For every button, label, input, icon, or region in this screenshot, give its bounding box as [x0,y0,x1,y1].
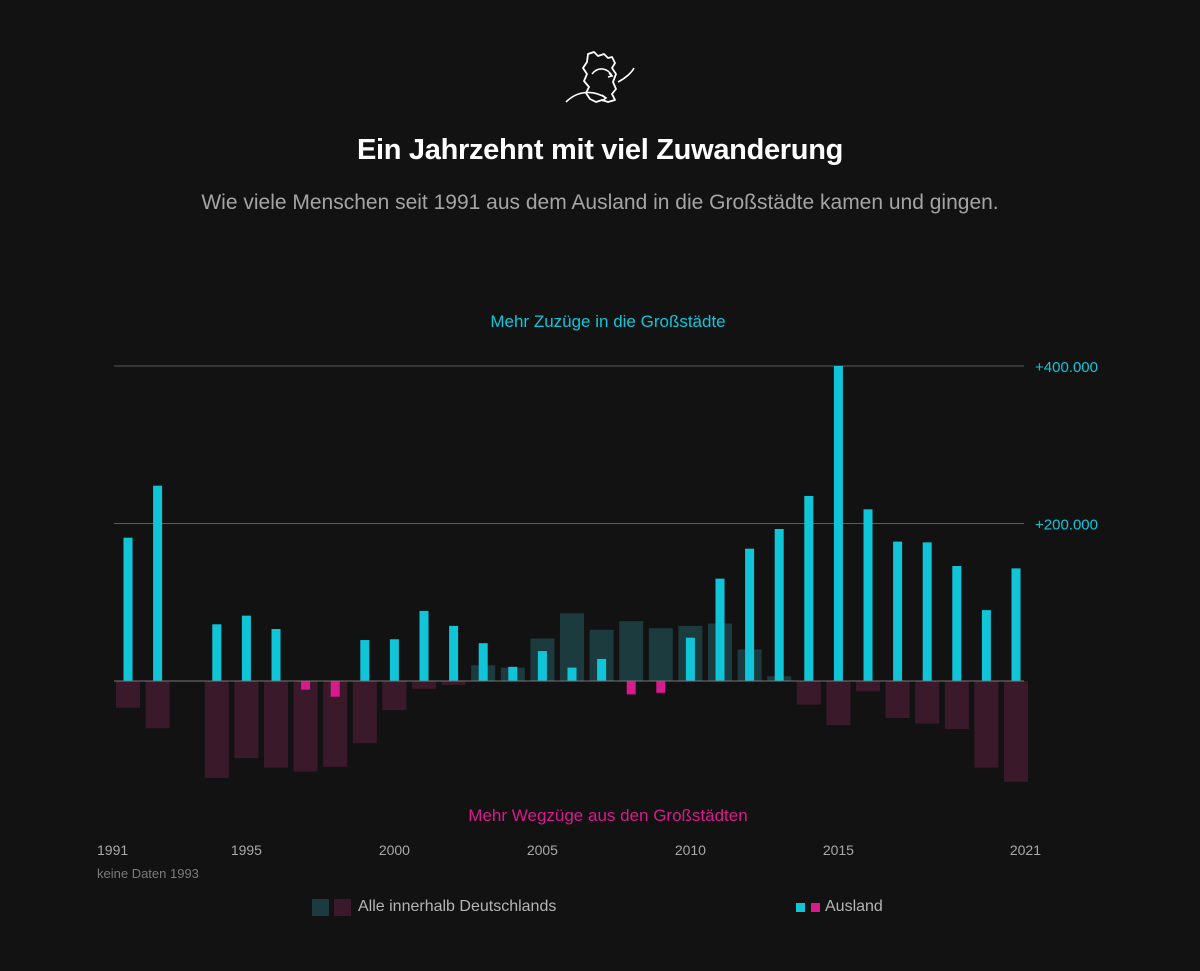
bar-domestic-2009 [648,628,673,681]
label-more-inflows: Mehr Zuzüge in die Großstädte [490,312,725,331]
bar-ausland-2004 [508,666,518,681]
bar-domestic-2000 [382,681,407,711]
note-missing-data: keine Daten 1993 [97,866,199,881]
bar-ausland-1994 [212,624,222,681]
bar-ausland-2017 [893,541,903,681]
x-tick-label: 2021 [1010,842,1041,858]
bar-ausland-1995 [241,615,251,681]
bar-ausland-1999 [360,640,370,681]
label-more-outflows: Mehr Wegzüge aus den Großstädten [468,806,747,825]
bar-ausland-2020 [981,610,991,681]
bar-ausland-2007 [597,658,607,681]
legend-domestic: Alle innerhalb Deutschlands [312,896,556,918]
bar-ausland-2016 [863,509,873,681]
bar-domestic-2002 [441,681,466,685]
x-tick-label: 2015 [823,842,854,858]
x-tick-label: 1991 [97,842,128,858]
y-tick-label: +400.000 [1035,359,1098,376]
legend-ausland: Ausland [796,896,883,918]
bar-domestic-2016 [856,681,880,692]
bar-chart: +200.000 +400.000 Mehr Zuzüge in die Großs… [97,312,1098,881]
bar-domestic-2015 [826,681,851,726]
bar-ausland-2019 [952,566,962,681]
germany-map-arrows-icon [565,51,635,103]
x-tick-label: 2010 [675,842,706,858]
x-tick-label: 1995 [231,842,262,858]
x-tick-label: 2005 [527,842,558,858]
legend-swatch-ausland-positive [796,902,805,912]
bar-domestic-2018 [915,681,940,724]
bar-ausland-2008 [626,681,636,695]
bar-ausland-1992 [153,485,163,681]
bar-ausland-1997 [301,681,311,690]
bar-ausland-2014 [804,495,814,681]
bar-ausland-1998 [330,681,340,697]
bar-domestic-2014 [796,681,821,705]
bar-domestic-2020 [974,681,999,768]
bar-domestic-1992 [145,681,170,729]
bar-domestic-2008 [619,621,644,681]
chart-subtitle: Wie viele Menschen seit 1991 aus dem Aus… [201,191,999,214]
bar-domestic-2021 [1004,681,1028,782]
bar-domestic-1996 [264,681,288,768]
bar-ausland-2001 [419,610,429,681]
bar-ausland-2010 [685,637,695,681]
bar-domestic-1997 [293,681,318,772]
bar-ausland-2011 [715,578,725,681]
bar-domestic-2017 [885,681,910,719]
bar-ausland-2012 [745,548,755,681]
bar-ausland-1991 [123,537,133,681]
bar-ausland-2021 [1011,568,1021,681]
bar-domestic-1999 [352,681,377,744]
bar-ausland-2000 [389,639,399,681]
x-tick-label: 2000 [379,842,410,858]
legend-swatch-domestic-positive [312,898,329,916]
legend-domestic-label: Alle innerhalb Deutschlands [358,898,557,915]
bar-ausland-2015 [833,366,843,681]
chart-title: Ein Jahrzehnt mit viel Zuwanderung [356,134,844,166]
bar-domestic-2019 [944,681,969,730]
legend-swatch-domestic-negative [334,898,351,916]
bar-domestic-2001 [412,681,436,689]
bar-domestic-1994 [204,681,229,778]
bar-domestic-1991 [116,681,140,708]
y-tick-label: +200.000 [1035,517,1098,534]
bar-ausland-2018 [922,542,932,681]
bar-domestic-1995 [234,681,259,759]
bar-ausland-2003 [478,643,488,681]
bar-ausland-2013 [774,529,784,681]
legend-swatch-ausland-negative [811,902,820,912]
bar-ausland-2002 [449,625,459,681]
bar-ausland-1996 [271,629,281,681]
legend-ausland-label: Ausland [825,898,883,915]
bar-ausland-2009 [656,681,666,693]
bar-ausland-2005 [537,651,547,681]
bar-ausland-2006 [567,667,577,681]
